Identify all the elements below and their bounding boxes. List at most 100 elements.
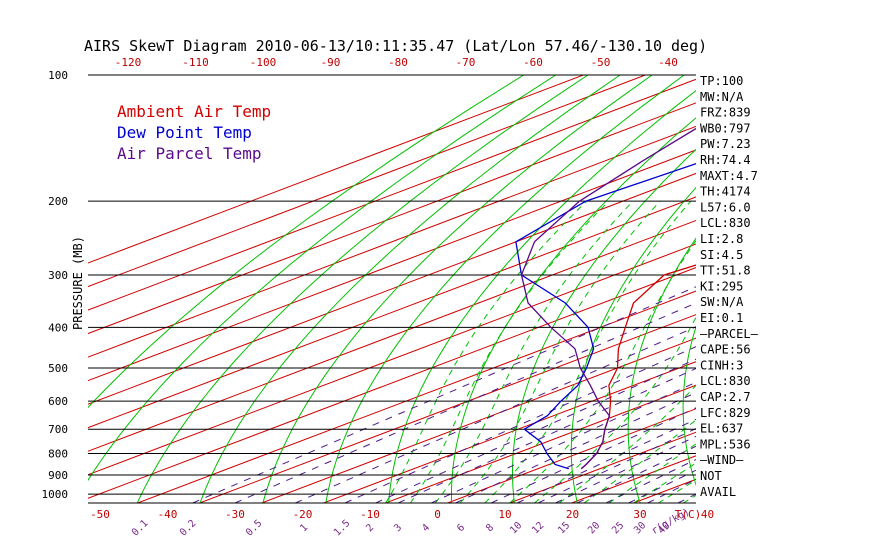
side-panel-item: —PARCEL— xyxy=(700,327,759,341)
mixing-ratio-line xyxy=(192,286,696,503)
side-panel-item: NOT xyxy=(700,469,722,483)
moist-adiabat-line xyxy=(633,462,696,503)
side-panel-item: CINH:3 xyxy=(700,358,743,372)
side-panel-item: WB0:797 xyxy=(700,121,751,135)
mixing-ratio-tick-label: 1 xyxy=(298,522,310,534)
pressure-tick-label: 1000 xyxy=(42,488,69,501)
isotherm-line xyxy=(136,290,696,503)
top-temp-tick-label: -70 xyxy=(456,56,476,69)
side-panel-item: LFC:829 xyxy=(700,406,751,420)
side-panel-item: MW:N/A xyxy=(700,90,744,104)
pressure-tick-label: 300 xyxy=(48,269,68,282)
moist-adiabat-line xyxy=(459,200,661,503)
bottom-temp-tick-label: -10 xyxy=(360,508,380,521)
bottom-temp-tick-label: -50 xyxy=(90,508,110,521)
side-panel-item: SI:4.5 xyxy=(700,248,743,262)
bottom-temp-tick-label: -40 xyxy=(158,508,178,521)
isotherm-line xyxy=(384,384,696,503)
dry-adiabat-line xyxy=(136,75,589,503)
side-panel-item: LCL:830 xyxy=(700,216,751,230)
mixing-ratio-tick-label: 20 xyxy=(586,520,602,536)
mixing-ratio-tick-label: 25 xyxy=(610,520,626,536)
mixing-ratio-tick-label: 0.5 xyxy=(244,518,265,539)
moist-adiabat-line xyxy=(583,419,696,503)
bottom-temp-tick-label: 0 xyxy=(434,508,441,521)
moist-adiabat-line xyxy=(484,200,692,503)
isobars xyxy=(88,74,696,504)
legend-entry: Ambient Air Temp xyxy=(117,102,271,121)
temp-unit-label: T(C) xyxy=(675,508,702,521)
isotherm-line xyxy=(88,149,696,382)
isotherm-line xyxy=(88,172,696,405)
isotherm-line xyxy=(88,78,696,311)
side-panel-item: TT:51.8 xyxy=(700,264,751,278)
side-panel-item: PW:7.23 xyxy=(700,137,751,151)
top-temp-tick-label: -110 xyxy=(182,56,209,69)
isotherm-line xyxy=(88,243,696,476)
isotherm-line xyxy=(508,431,696,503)
legend-entry: Dew Point Temp xyxy=(117,123,252,142)
profile-lines xyxy=(515,127,696,470)
bottom-temp-tick-label: -30 xyxy=(225,508,245,521)
mixing-ratio-line xyxy=(647,478,696,503)
side-panel-item: RH:74.4 xyxy=(700,153,751,167)
mixing-ratio-line xyxy=(537,428,696,503)
dry-adiabat-line xyxy=(88,75,525,409)
dry-adiabat-line xyxy=(736,34,870,508)
mixing-ratio-line xyxy=(431,381,696,503)
side-panel-item: LI:2.8 xyxy=(700,232,743,246)
top-temp-tick-label: -50 xyxy=(591,56,611,69)
mixing-unit-label: r(g/kg) xyxy=(650,507,692,538)
dry-adiabat-line xyxy=(88,75,557,482)
legend: Ambient Air Temp Dew Point Temp Air Parcel… xyxy=(117,102,271,163)
top-temp-tick-label: -80 xyxy=(388,56,408,69)
side-panel-item: —WIND— xyxy=(700,453,744,467)
pressure-tick-label: 200 xyxy=(48,195,68,208)
legend-entry: Air Parcel Temp xyxy=(117,144,262,163)
side-panel-item: LCL:830 xyxy=(700,374,751,388)
mixing-ratio-line xyxy=(628,469,696,503)
isotherm-line xyxy=(260,337,696,503)
isotherm-line xyxy=(88,267,696,499)
top-temp-tick-label: -120 xyxy=(115,56,142,69)
mixing-ratio-tick-label: 3 xyxy=(392,522,404,534)
side-panel-item: AVAIL xyxy=(700,485,736,499)
side-panel-item: CAP:2.7 xyxy=(700,390,751,404)
mixing-ratio-tick-label: 0.1 xyxy=(130,518,151,539)
mixing-ratio-tick-label: 4 xyxy=(420,522,432,534)
side-panel-item: MAXT:4.7 xyxy=(700,169,758,183)
mixing-ratio-line xyxy=(517,418,696,503)
side-panel-item: TP:100 xyxy=(700,74,743,88)
bottom-temp-tick-label: 20 xyxy=(566,508,579,521)
mixing-ratio-tick-label: 15 xyxy=(556,520,572,536)
side-panel-item: CAPE:56 xyxy=(700,343,751,357)
side-panel-item: MPL:536 xyxy=(700,437,751,451)
moist-adiabat-line xyxy=(608,443,696,503)
dew-point-line xyxy=(515,163,696,470)
top-temp-tick-label: -40 xyxy=(658,56,678,69)
bottom-temp-tick-label: 10 xyxy=(498,508,511,521)
dry-adiabat-line xyxy=(388,90,696,503)
top-temp-tick-label: -90 xyxy=(321,56,341,69)
side-panel-item: L57:6.0 xyxy=(700,200,751,214)
mixing-ratio-tick-label: 6 xyxy=(455,522,467,534)
mixing-ratio-line xyxy=(555,435,696,503)
mixing-ratio-tick-label: 12 xyxy=(530,520,546,536)
mixing-ratio-line xyxy=(295,326,696,503)
dry-adiabat-line xyxy=(512,148,696,503)
dry-adiabat-line xyxy=(788,34,870,508)
moist-adiabat-line xyxy=(385,200,588,503)
parcel-temp-line xyxy=(520,127,696,470)
dry-adiabat-line xyxy=(627,237,696,503)
dry-adiabat-line xyxy=(451,117,696,503)
isotherm-line xyxy=(88,75,647,288)
mixing-ratio-tick-label: 2 xyxy=(364,522,376,534)
side-panel-item: KI:295 xyxy=(700,279,743,293)
isotherm-line xyxy=(446,408,696,503)
dry-adiabat-line xyxy=(325,75,685,503)
dry-adiabat-line xyxy=(262,75,653,503)
dry-adiabat-line xyxy=(199,75,621,503)
isotherm-line xyxy=(88,75,585,264)
